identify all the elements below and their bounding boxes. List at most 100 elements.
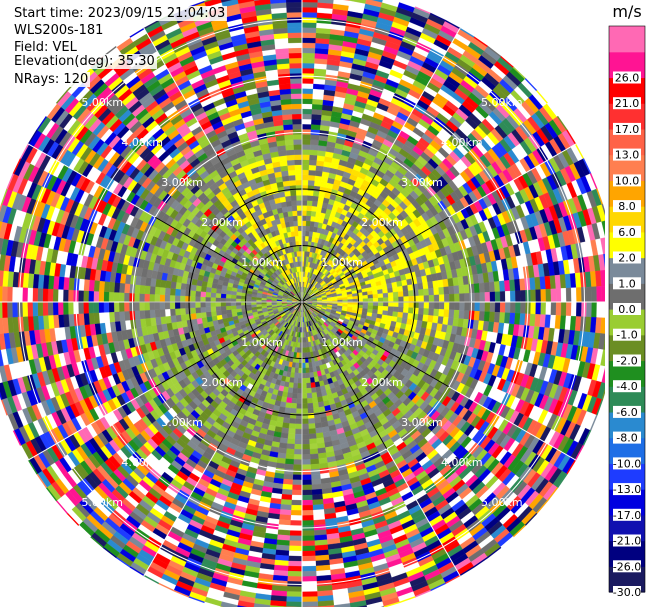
radar-cell (301, 540, 315, 547)
radar-cell (314, 422, 323, 429)
radar-cell (291, 484, 303, 491)
radar-cell (388, 297, 394, 303)
radar-cell (301, 134, 311, 140)
radar-cell (292, 387, 298, 394)
radar-cell (301, 47, 316, 54)
radar-cell (310, 129, 321, 136)
radar-cell (468, 310, 475, 321)
radar-cell (454, 301, 460, 311)
radar-cell (307, 418, 315, 425)
radar-cell (403, 296, 409, 303)
radar-cell (423, 301, 430, 309)
radar-cell (392, 311, 399, 318)
radar-cell (402, 312, 409, 319)
radar-cell (463, 284, 470, 294)
radar-cell (294, 438, 303, 445)
radar-cell (310, 134, 320, 141)
radar-cell (499, 312, 506, 324)
radar-cell (293, 459, 303, 465)
radar-cell (295, 408, 303, 415)
radar-cell (307, 195, 314, 202)
radar-cell (478, 311, 485, 322)
radar-cell (297, 378, 303, 384)
radar-cell (392, 306, 399, 313)
radar-cell (283, 473, 294, 480)
radar-cell (408, 307, 414, 314)
radar-cell (311, 113, 322, 121)
radar-cell (301, 535, 315, 542)
radar-cell (305, 372, 311, 379)
radar-cell (301, 372, 307, 379)
radar-cell (301, 88, 314, 94)
radar-cell (591, 301, 598, 318)
radar-cell (504, 280, 511, 292)
radar-cell (301, 530, 315, 537)
radar-cell (282, 483, 293, 491)
radar-cell (591, 286, 598, 303)
radar-cell (307, 190, 314, 196)
radar-cell (596, 301, 603, 318)
radar-cell (301, 103, 313, 110)
radar-cell (433, 287, 440, 296)
radar-cell (301, 164, 310, 171)
radar-cell (301, 408, 309, 415)
radar-cell (367, 301, 374, 306)
radar-cell (484, 291, 491, 303)
radar-cell (438, 301, 445, 310)
radar-cell (301, 576, 317, 582)
radar-cell (303, 342, 307, 348)
radar-cell (458, 310, 465, 320)
radar-cell (504, 290, 511, 303)
radar-cell (292, 479, 303, 486)
radar-cell (494, 281, 501, 293)
radar-cell (393, 301, 399, 308)
radar-cell (308, 433, 317, 440)
radar-cell (286, 438, 295, 445)
radar-cell (382, 292, 389, 298)
radar-cell (483, 282, 491, 293)
radar-cell (293, 454, 303, 460)
radar-cell (288, 550, 303, 557)
radar-cell (301, 144, 311, 150)
radar-cell (281, 488, 293, 496)
radar-cell (301, 494, 313, 501)
radar-cell (309, 144, 319, 151)
radar-cell (474, 292, 481, 303)
radar-cell (306, 210, 312, 217)
radar-cell (312, 190, 320, 197)
radar-cell (560, 301, 567, 316)
radar-cell (301, 189, 309, 196)
radar-cell (301, 128, 312, 135)
radar-cell (586, 301, 593, 318)
radar-cell (301, 449, 311, 455)
radar-cell (550, 301, 557, 316)
radar-cell (600, 317, 605, 334)
radar-cell (397, 291, 404, 298)
radar-cell (601, 285, 605, 303)
radar-cell (286, 443, 295, 450)
radar-cell (301, 159, 310, 166)
radar-cell (408, 290, 414, 297)
radar-cell (433, 308, 440, 317)
radar-cell (484, 301, 491, 313)
radar-cell (310, 463, 320, 470)
radar-cell (555, 301, 562, 316)
radar-cell (372, 301, 379, 307)
radar-cell (418, 301, 425, 309)
radar-cell (290, 504, 303, 511)
radar-cell (448, 285, 455, 295)
radar-cell (488, 281, 496, 293)
radar-cell (301, 12, 318, 18)
radar-cell (293, 372, 299, 379)
radar-cell (287, 576, 303, 582)
radar-cell (301, 154, 310, 160)
radar-cell (311, 205, 318, 212)
radar-cell (372, 289, 379, 295)
radar-cell (565, 287, 572, 303)
radar-cell (301, 83, 314, 89)
radar-cells (0, 0, 605, 607)
radar-cell (289, 535, 303, 542)
radar-cell (428, 308, 435, 316)
radar-cell (438, 286, 445, 295)
radar-cell (312, 402, 319, 409)
